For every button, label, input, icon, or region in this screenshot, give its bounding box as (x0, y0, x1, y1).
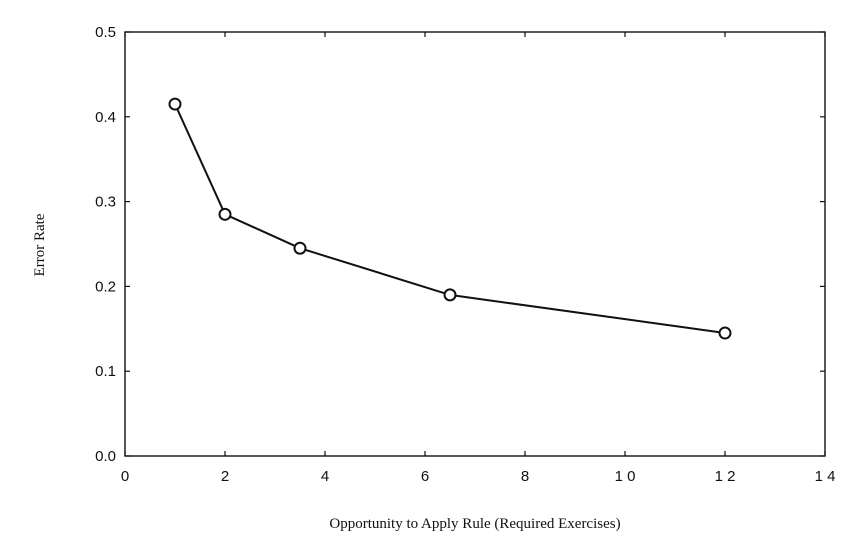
x-tick-label: 1 0 (615, 468, 636, 485)
x-axis-title: Opportunity to Apply Rule (Required Exer… (329, 516, 620, 532)
x-tick-label: 6 (421, 468, 429, 485)
y-tick-label: 0.4 (95, 109, 116, 126)
series-group (168, 97, 732, 340)
y-tick-label: 0.3 (95, 194, 116, 211)
x-axis-ticks: 0 2 4 6 8 1 0 1 2 1 4 (121, 32, 836, 485)
y-tick-label: 0.2 (95, 278, 116, 295)
data-point (718, 326, 732, 340)
plot-frame-group (124, 31, 826, 457)
data-point (168, 97, 182, 111)
y-axis-title: Error Rate (32, 213, 48, 276)
y-tick-label: 0.0 (95, 448, 116, 465)
x-tick-label: 2 (221, 468, 229, 485)
x-tick-label: 8 (521, 468, 529, 485)
x-tick-label: 0 (121, 468, 129, 485)
data-point (443, 288, 457, 302)
x-tick-label: 4 (321, 468, 329, 485)
y-axis-ticks: 0.0 0.1 0.2 0.3 0.4 0.5 (95, 24, 825, 465)
y-tick-label: 0.5 (95, 24, 116, 41)
x-tick-label: 1 4 (815, 468, 836, 485)
y-tick-label: 0.1 (95, 363, 116, 380)
x-tick-label: 1 2 (715, 468, 736, 485)
plot-frame (124, 31, 826, 457)
data-point (218, 207, 232, 221)
data-point (293, 241, 307, 255)
